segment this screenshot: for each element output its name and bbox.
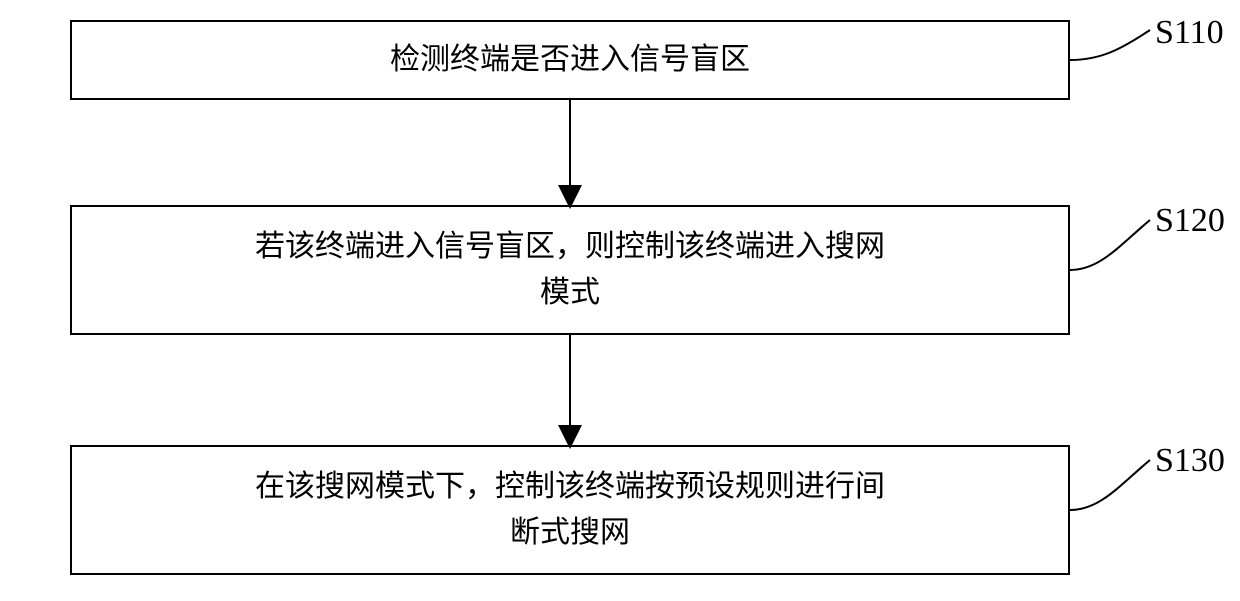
leader-line [1070, 30, 1150, 60]
flow-label-s110: S110 [1155, 14, 1224, 52]
flow-label-s130: S130 [1155, 442, 1225, 480]
flow-node-intermittent-search: 在该搜网模式下，控制该终端按预设规则进行间 断式搜网 [70, 445, 1070, 575]
leader-line [1070, 220, 1150, 270]
flow-node-text: 检测终端是否进入信号盲区 [390, 37, 750, 84]
flow-node-text: 在该搜网模式下，控制该终端按预设规则进行间 断式搜网 [255, 464, 885, 557]
leader-line [1070, 460, 1150, 510]
flow-node-detect-blind-zone: 检测终端是否进入信号盲区 [70, 20, 1070, 100]
flowchart-canvas: 检测终端是否进入信号盲区 S110 若该终端进入信号盲区，则控制该终端进入搜网 … [0, 0, 1240, 601]
flow-node-enter-search-mode: 若该终端进入信号盲区，则控制该终端进入搜网 模式 [70, 205, 1070, 335]
flow-node-text: 若该终端进入信号盲区，则控制该终端进入搜网 模式 [255, 224, 885, 317]
flow-label-s120: S120 [1155, 202, 1225, 240]
